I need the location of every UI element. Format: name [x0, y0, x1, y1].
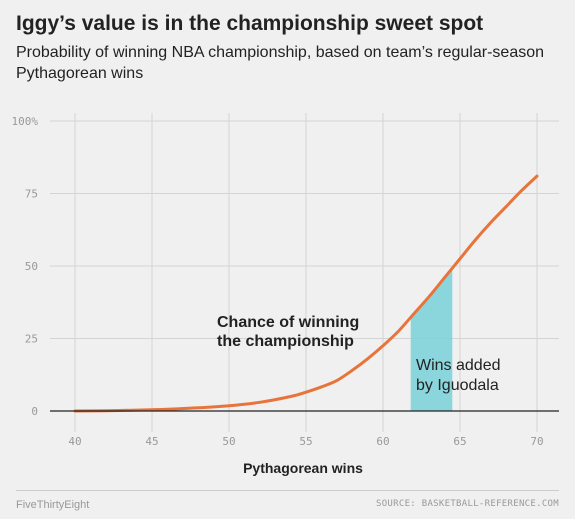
annotation-wins-line1: Wins added — [416, 357, 501, 374]
y-tick-labels: 0 25 50 75 100% — [12, 115, 39, 418]
x-tick-label: 45 — [145, 435, 158, 448]
y-tick-label: 25 — [25, 333, 38, 346]
chart-subtitle: Probability of winning NBA championship,… — [16, 44, 545, 82]
x-tick-label: 40 — [68, 435, 81, 448]
gridlines — [50, 113, 559, 432]
chart-title: Iggy’s value is in the championship swee… — [16, 12, 484, 35]
highlight-band — [410, 268, 453, 411]
x-tick-label: 55 — [299, 435, 312, 448]
x-tick-labels: 40 45 50 55 60 65 70 — [68, 435, 543, 448]
y-tick-label: 0 — [31, 405, 38, 418]
annotation-wins-line2: by Iguodala — [416, 377, 499, 394]
x-tick-label: 60 — [376, 435, 389, 448]
annotation-chance-line2: the championship — [217, 333, 354, 350]
y-tick-label: 50 — [25, 260, 38, 273]
highlight-band-group — [410, 268, 453, 411]
y-tick-label: 100% — [12, 115, 39, 128]
series-line — [73, 174, 539, 413]
x-tick-label: 65 — [453, 435, 466, 448]
footer-divider — [16, 490, 559, 491]
y-tick-label: 75 — [25, 188, 38, 201]
x-axis-label: Pythagorean wins — [243, 460, 363, 476]
annotation-chance-line1: Chance of winning — [217, 314, 359, 331]
series-line-group — [73, 174, 539, 413]
source-label: SOURCE: BASKETBALL-REFERENCE.COM — [376, 499, 559, 509]
brand-label: FiveThirtyEight — [16, 499, 90, 511]
x-tick-label: 70 — [530, 435, 543, 448]
x-tick-label: 50 — [222, 435, 235, 448]
